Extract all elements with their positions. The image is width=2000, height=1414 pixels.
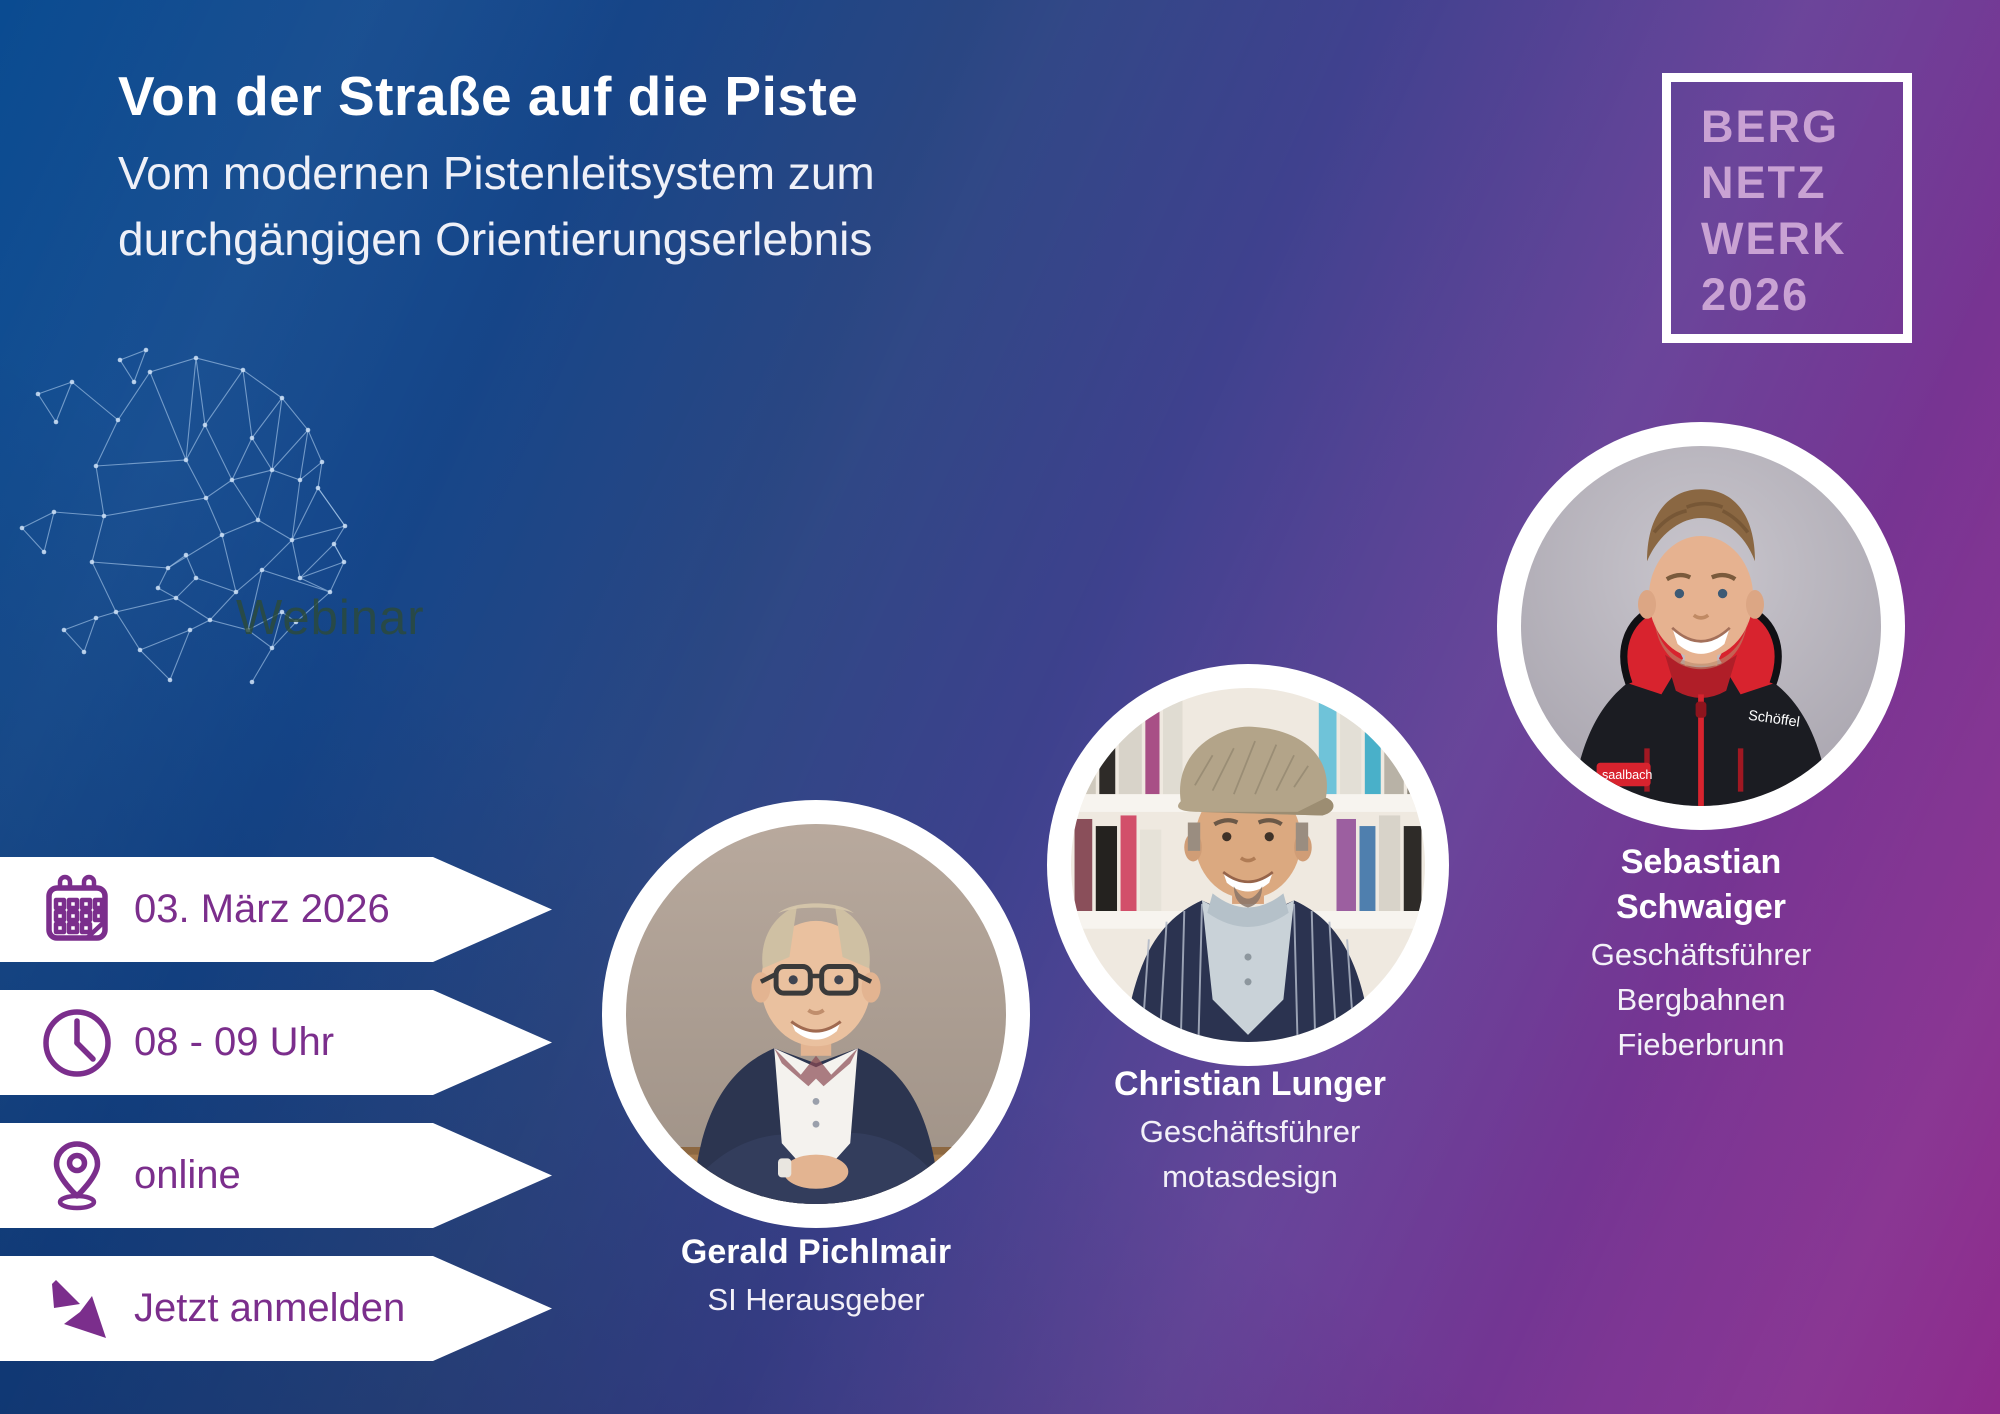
speaker-role: SI Herausgeber <box>707 1282 925 1317</box>
clock-icon <box>38 1004 116 1082</box>
webinar-watermark: Webinar <box>236 591 425 645</box>
logo-line-3: WERK <box>1701 213 1847 264</box>
page-title: Von der Straße auf die Piste <box>118 65 859 127</box>
speaker-info-sebastian: Sebastian Schwaiger Geschäftsführer Berg… <box>1569 840 1833 1067</box>
location-pin-icon <box>38 1137 116 1215</box>
speaker-info-gerald: Gerald Pichlmair SI Herausgeber <box>566 1230 1066 1322</box>
speaker-name: Gerald Pichlmair <box>680 1233 952 1271</box>
sebastian-portrait-illustration: Schöffel saalbach <box>1521 446 1881 806</box>
christian-portrait-illustration <box>1071 688 1425 1042</box>
logo-line-2: NETZ <box>1701 157 1827 208</box>
event-location-label: online <box>134 1153 241 1197</box>
mesh-nodes <box>19 347 348 685</box>
register-cta-label: Jetzt anmelden <box>134 1286 406 1330</box>
speaker-photo-christian <box>1047 664 1449 1066</box>
speaker-photo-sebastian: Schöffel saalbach <box>1497 422 1905 830</box>
event-date-label: 03. März 2026 <box>134 887 390 931</box>
register-cta-banner[interactable]: Jetzt anmelden <box>0 1256 552 1361</box>
speaker-role: Geschäftsführer motasdesign <box>1139 1114 1361 1194</box>
calendar-icon <box>38 871 116 949</box>
speaker-name: Christian Lunger <box>1113 1065 1387 1103</box>
speaker-role: Geschäftsführer Bergbahnen Fieberbrunn <box>1590 937 1812 1062</box>
speaker-name: Sebastian Schwaiger <box>1615 843 1787 926</box>
speaker-info-christian: Christian Lunger Geschäftsführer motasde… <box>1098 1062 1402 1199</box>
logo-line-4: 2026 <box>1701 269 1810 320</box>
event-location-banner: online <box>0 1123 552 1228</box>
network-head-graphic <box>19 347 348 685</box>
svg-text:saalbach: saalbach <box>1602 768 1652 782</box>
logo-line-1: BERG <box>1701 101 1840 152</box>
register-arrow-icon <box>38 1270 116 1348</box>
event-time-label: 08 - 09 Uhr <box>134 1020 335 1064</box>
speaker-photo-gerald <box>602 800 1030 1228</box>
page-subtitle: Vom modernen Pistenleitsystem zum durchg… <box>118 147 875 265</box>
event-date-banner: 03. März 2026 <box>0 857 552 962</box>
svg-text:Schöffel: Schöffel <box>1747 708 1800 731</box>
gerald-portrait-illustration <box>626 824 1006 1204</box>
berg-netzwerk-logo: BERG NETZ WERK 2026 <box>1662 73 1912 343</box>
event-time-banner: 08 - 09 Uhr <box>0 990 552 1095</box>
